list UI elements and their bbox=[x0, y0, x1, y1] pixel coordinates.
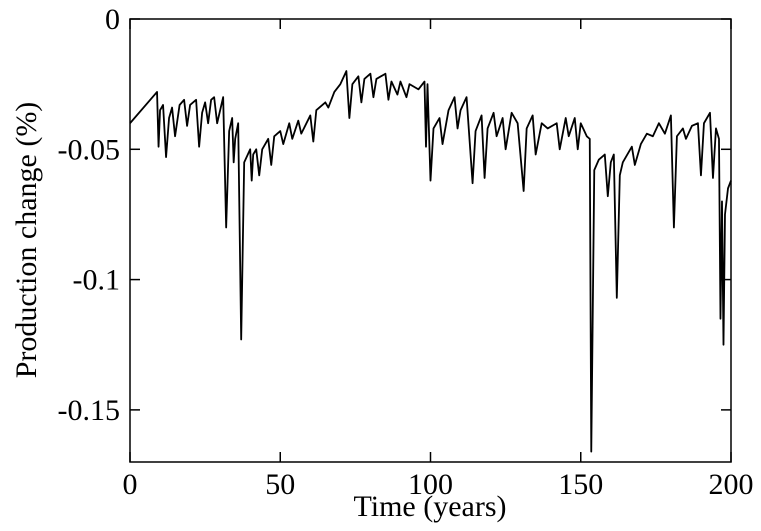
y-tick-label: -0.15 bbox=[58, 394, 121, 427]
x-tick-label: 200 bbox=[709, 468, 754, 501]
x-tick-label: 100 bbox=[408, 468, 453, 501]
plot-frame bbox=[129, 18, 732, 463]
x-tick-label: 50 bbox=[265, 468, 295, 501]
data-line bbox=[129, 70, 732, 453]
y-tick-label: 0 bbox=[105, 3, 120, 36]
y-axis-label: Production change (%) bbox=[10, 102, 43, 379]
y-tick-label: -0.05 bbox=[58, 133, 121, 166]
x-tick-label: 150 bbox=[558, 468, 603, 501]
x-tick-label: 0 bbox=[123, 468, 138, 501]
x-axis-label: Time (years) bbox=[353, 490, 506, 523]
y-tick-label: -0.1 bbox=[73, 264, 121, 297]
